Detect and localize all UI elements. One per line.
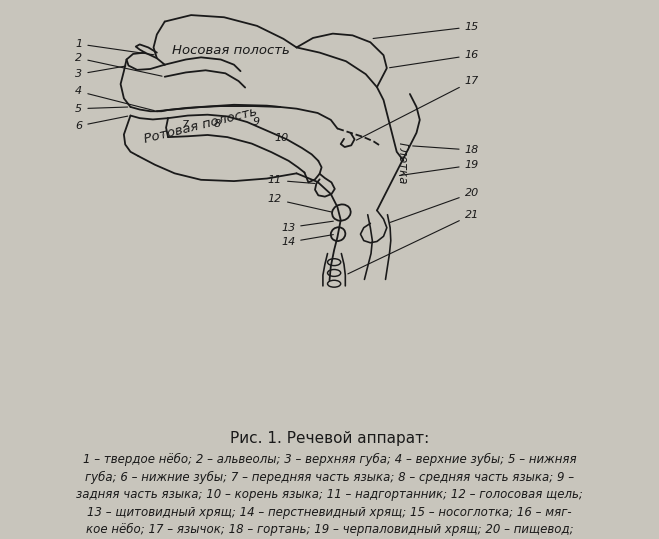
Text: 18: 18 (413, 145, 479, 155)
Text: 20: 20 (390, 188, 479, 223)
Text: 3: 3 (75, 66, 126, 79)
Text: 6: 6 (75, 116, 128, 131)
Text: 11: 11 (268, 175, 315, 185)
Text: 8: 8 (214, 119, 221, 129)
Text: кое нёбо; 17 – язычок; 18 – гортань; 19 – черпаловидный хрящ; 20 – пищевод;: кое нёбо; 17 – язычок; 18 – гортань; 19 … (86, 523, 573, 536)
Text: Рис. 1. Речевой аппарат:: Рис. 1. Речевой аппарат: (230, 431, 429, 446)
Text: 21: 21 (348, 210, 479, 274)
Text: 1: 1 (75, 39, 154, 55)
Text: 10: 10 (275, 133, 289, 143)
Text: Глотка: Глотка (395, 142, 409, 184)
Text: губа; 6 – нижние зубы; 7 – передняя часть языка; 8 – средняя часть языка; 9 –: губа; 6 – нижние зубы; 7 – передняя част… (85, 471, 574, 483)
Text: 2: 2 (75, 53, 162, 76)
Text: 19: 19 (399, 160, 479, 176)
Text: 16: 16 (389, 50, 479, 68)
Text: задняя часть языка; 10 – корень языка; 11 – надгортанник; 12 – голосовая щель;: задняя часть языка; 10 – корень языка; 1… (76, 488, 583, 501)
Text: 7: 7 (183, 120, 189, 130)
Text: 17: 17 (357, 76, 479, 140)
Text: 5: 5 (75, 103, 128, 114)
Text: 13 – щитовидный хрящ; 14 – перстневидный хрящ; 15 – носоглотка; 16 – мяг-: 13 – щитовидный хрящ; 14 – перстневидный… (87, 506, 572, 519)
Text: 15: 15 (373, 22, 479, 38)
Text: 4: 4 (75, 86, 154, 110)
Text: 1 – твердое нёбо; 2 – альвеолы; 3 – верхняя губа; 4 – верхние зубы; 5 – нижняя: 1 – твердое нёбо; 2 – альвеолы; 3 – верх… (82, 453, 577, 466)
Text: 13: 13 (281, 221, 333, 233)
Text: 14: 14 (281, 234, 333, 247)
Text: 12: 12 (268, 194, 331, 212)
Text: Ротовая полость: Ротовая полость (143, 106, 259, 146)
Text: 9: 9 (252, 116, 259, 127)
Text: Носовая полость: Носовая полость (172, 44, 289, 57)
